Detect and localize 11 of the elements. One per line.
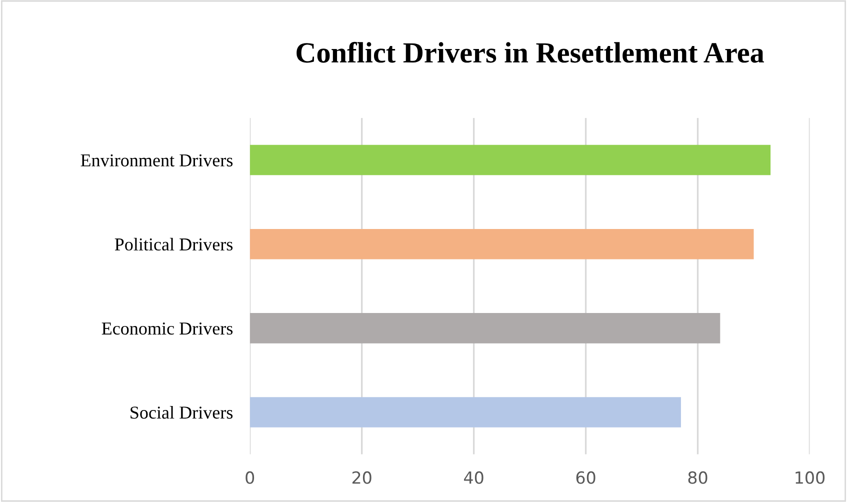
x-tick-label: 60 — [576, 471, 596, 484]
y-tick-label: Social Drivers — [130, 406, 233, 419]
x-tick-label: 40 — [464, 471, 484, 484]
y-tick-label: Economic Drivers — [102, 322, 233, 335]
x-tick-label: 0 — [246, 471, 254, 484]
x-tick-label: 100 — [796, 471, 825, 484]
x-tick-label: 20 — [352, 471, 372, 484]
y-tick-label: Political Drivers — [114, 238, 233, 251]
y-tick-label: Environment Drivers — [80, 154, 233, 166]
x-tick-label: 80 — [688, 471, 708, 484]
chart-title: Conflict Drivers in Resettlement Area — [296, 42, 764, 63]
